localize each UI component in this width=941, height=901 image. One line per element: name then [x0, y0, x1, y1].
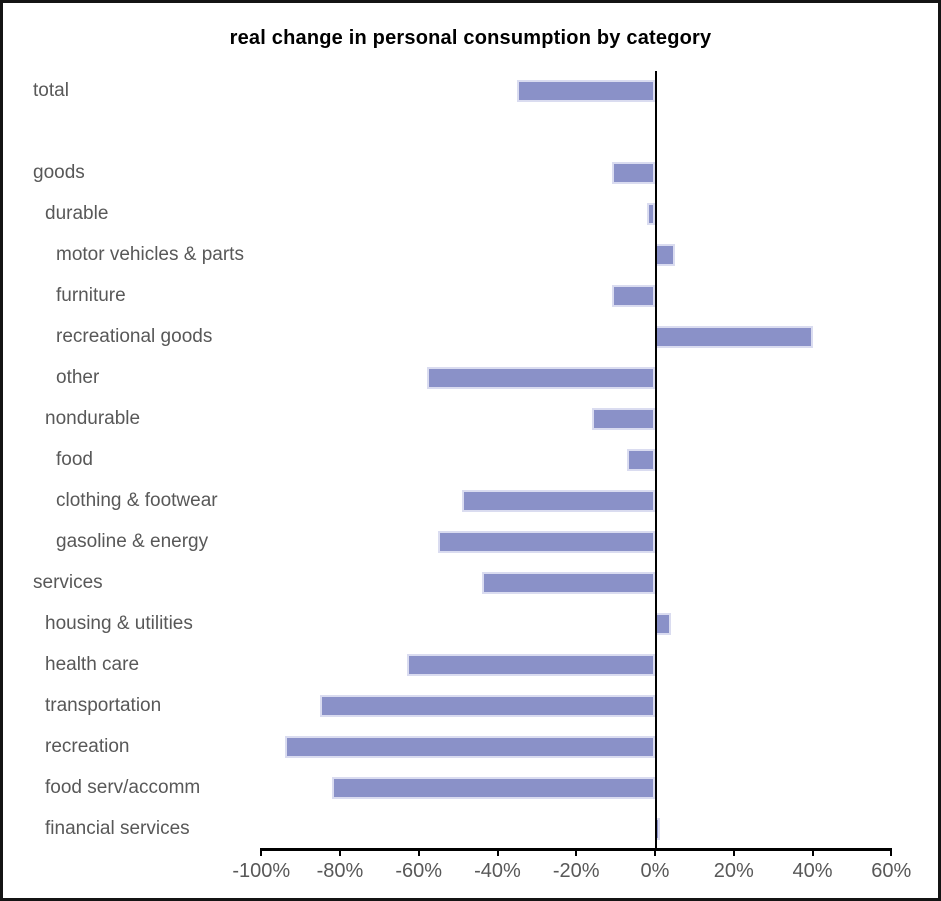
bar-food-serv-accomm — [332, 777, 655, 799]
category-label-other: other — [56, 367, 100, 388]
bar-food — [627, 449, 655, 471]
x-tick-label--80pct: -80% — [316, 860, 364, 882]
bar-nondurable — [592, 408, 655, 430]
x-tick-label-60pct: 60% — [871, 860, 912, 882]
x-tick-label--100pct: -100% — [232, 860, 291, 882]
bar-clothing-footwear — [462, 490, 655, 512]
category-label-financial-services: financial services — [45, 818, 190, 839]
category-label-food-serv-accomm: food serv/accomm — [45, 777, 201, 798]
category-label-nondurable: nondurable — [45, 408, 141, 429]
bar-goods — [611, 162, 655, 184]
category-label-transportation: transportation — [45, 695, 162, 716]
x-tick-label--20pct: -20% — [552, 860, 600, 882]
x-tick-label--40pct: -40% — [474, 860, 521, 882]
bar-services — [481, 572, 655, 594]
zero-axis-line — [655, 71, 657, 851]
x-tick-mark-20pct — [732, 848, 735, 856]
x-tick-label-0pct: 0% — [640, 860, 670, 882]
x-tick-mark-40pct — [811, 848, 814, 856]
x-tick-mark-0pct — [654, 848, 656, 856]
x-tick-mark--60pct — [417, 848, 420, 856]
category-label-furniture: furniture — [56, 285, 126, 306]
category-label-housing-utilities: housing & utilities — [45, 613, 193, 634]
category-label-services: services — [33, 572, 103, 593]
chart-title: real change in personal consumption by c… — [229, 27, 712, 49]
category-label-goods: goods — [33, 162, 85, 183]
x-tick-mark--100pct — [260, 848, 263, 856]
bar-other — [426, 367, 655, 389]
bar-gasoline-energy — [438, 531, 655, 553]
category-label-motor-vehicles-parts: motor vehicles & parts — [56, 244, 244, 265]
bar-recreational-goods — [655, 326, 813, 348]
bar-recreation — [284, 736, 655, 758]
bar-transportation — [320, 695, 655, 717]
category-label-food: food — [56, 449, 93, 470]
bar-total — [517, 80, 655, 102]
category-label-health-care: health care — [45, 654, 140, 675]
category-label-recreational-goods: recreational goods — [56, 326, 213, 347]
x-axis-line — [261, 848, 892, 851]
x-tick-mark--20pct — [575, 848, 578, 856]
x-tick-mark-60pct — [890, 848, 893, 856]
bar-furniture — [611, 285, 655, 307]
category-label-clothing-footwear: clothing & footwear — [56, 490, 218, 511]
bar-durable — [647, 203, 655, 225]
category-label-durable: durable — [45, 203, 109, 224]
x-tick-label--60pct: -60% — [395, 860, 443, 882]
x-tick-mark--40pct — [496, 848, 499, 856]
category-label-gasoline-energy: gasoline & energy — [56, 531, 209, 552]
category-label-recreation: recreation — [45, 736, 130, 757]
x-tick-label-20pct: 20% — [713, 860, 754, 882]
bar-motor-vehicles-parts — [655, 244, 675, 266]
bar-health-care — [406, 654, 655, 676]
x-tick-mark--80pct — [339, 848, 341, 856]
category-label-total: total — [33, 80, 69, 101]
bar-housing-utilities — [655, 613, 671, 635]
x-tick-label-40pct: 40% — [792, 860, 833, 882]
